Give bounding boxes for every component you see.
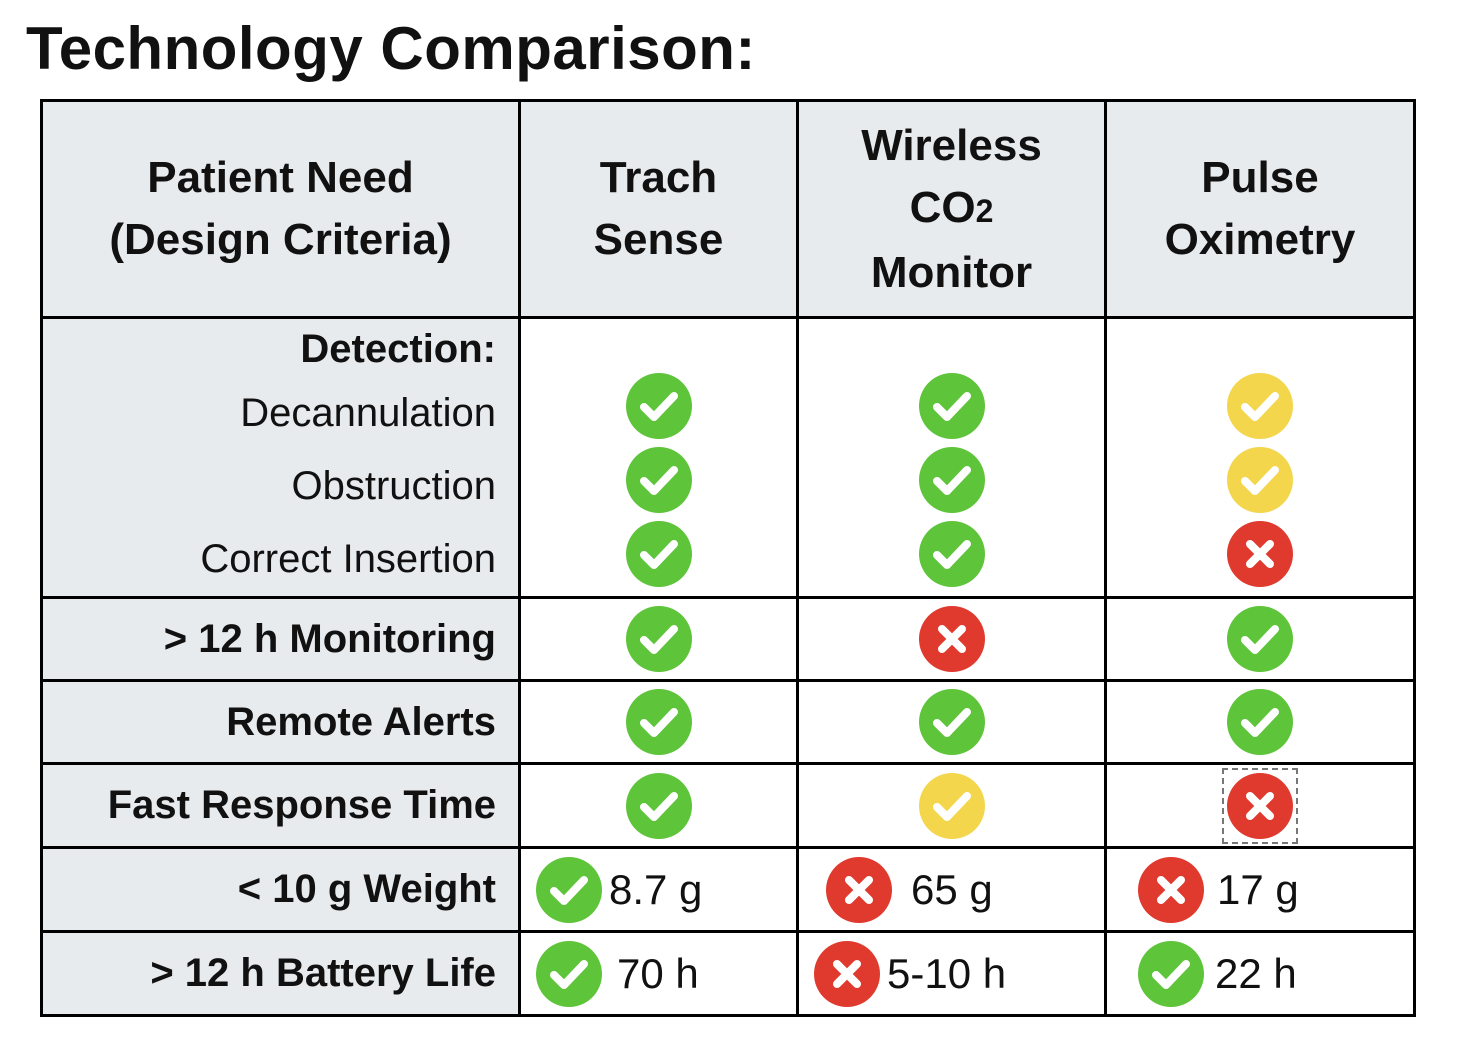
alerts-pulse-cell <box>1104 679 1416 765</box>
header-row: Patient Need (Design Criteria) Trach Sen… <box>40 99 1416 319</box>
check-green-icon <box>625 446 693 514</box>
check-green-icon <box>535 940 603 1008</box>
header-pulse-oximetry: Pulse Oximetry <box>1104 99 1416 319</box>
x-red-icon <box>825 856 893 924</box>
header-trach-line2: Sense <box>593 215 724 264</box>
monitoring-pulse-cell <box>1104 596 1416 682</box>
weight-co2-cell: 65 g <box>796 846 1107 933</box>
check-green-icon <box>918 688 986 756</box>
check-green-icon <box>1137 940 1205 1008</box>
check-green-icon <box>625 520 693 588</box>
weight-co2-value: 65 g <box>911 865 993 913</box>
check-green-icon <box>918 372 986 440</box>
header-criteria-line2: (Design Criteria) <box>109 215 452 264</box>
detection-co2-cell <box>796 316 1107 599</box>
detection-pulse-cell <box>1104 316 1416 599</box>
check-green-icon <box>918 446 986 514</box>
x-red-icon <box>1226 520 1294 588</box>
response-label: Fast Response Time <box>40 762 521 849</box>
battery-label: > 12 h Battery Life <box>40 930 521 1017</box>
header-pulse-line2: Oximetry <box>1164 215 1356 264</box>
response-trach-cell <box>518 762 799 849</box>
comparison-table: Patient Need (Design Criteria) Trach Sen… <box>40 99 1416 1017</box>
alerts-co2-cell <box>796 679 1107 765</box>
response-row: Fast Response Time <box>40 762 1416 849</box>
battery-co2-value: 5-10 h <box>887 949 1007 997</box>
detection-item-correct-insertion: Correct Insertion <box>200 537 496 581</box>
x-red-icon[interactable] <box>1222 767 1298 844</box>
check-yellow-icon <box>1226 446 1294 514</box>
monitoring-trach-cell <box>518 596 799 682</box>
check-green-icon <box>535 856 603 924</box>
weight-row: < 10 g Weight 8.7 g 65 g 17 g <box>40 846 1416 933</box>
header-co2-subscript: 2 <box>975 192 994 229</box>
battery-co2-cell: 5-10 h <box>796 930 1107 1017</box>
check-green-icon <box>625 372 693 440</box>
check-green-icon <box>1226 688 1294 756</box>
battery-row: > 12 h Battery Life 70 h 5-10 h 22 h <box>40 930 1416 1017</box>
detection-row: Detection: Decannulation Obstruction Cor… <box>40 316 1416 599</box>
header-co2-line3: Monitor <box>870 247 1033 297</box>
header-co2-line2: CO2 <box>799 177 1104 242</box>
x-red-icon <box>813 940 881 1008</box>
check-yellow-icon <box>918 772 986 840</box>
response-co2-cell <box>796 762 1107 849</box>
header-pulse-line1: Pulse <box>1201 153 1319 202</box>
weight-pulse-cell: 17 g <box>1104 846 1416 933</box>
check-green-icon <box>625 605 693 673</box>
page-title: Technology Comparison: <box>26 15 756 82</box>
battery-pulse-cell: 22 h <box>1104 930 1416 1017</box>
battery-trach-value: 70 h <box>617 949 699 997</box>
header-trach-line1: Trach <box>599 153 718 202</box>
header-criteria: Patient Need (Design Criteria) <box>40 99 521 319</box>
weight-trach-cell: 8.7 g <box>518 846 799 933</box>
alerts-label: Remote Alerts <box>40 679 521 765</box>
x-red-icon <box>1137 856 1205 924</box>
header-wireless-co2: Wireless CO2 Monitor <box>796 99 1107 319</box>
detection-label-cell: Detection: Decannulation Obstruction Cor… <box>40 316 521 599</box>
alerts-row: Remote Alerts <box>40 679 1416 765</box>
monitoring-co2-cell <box>796 596 1107 682</box>
check-green-icon <box>918 520 986 588</box>
check-green-icon <box>625 688 693 756</box>
header-trach-sense: Trach Sense <box>518 99 799 319</box>
header-co2-line1: Wireless <box>861 120 1042 170</box>
check-yellow-icon <box>1226 372 1294 440</box>
weight-trach-value: 8.7 g <box>609 865 703 913</box>
detection-heading: Detection: <box>300 327 496 371</box>
monitoring-label: > 12 h Monitoring <box>40 596 521 682</box>
detection-item-obstruction: Obstruction <box>291 464 496 508</box>
x-red-icon <box>918 605 986 673</box>
check-green-icon <box>625 772 693 840</box>
weight-label: < 10 g Weight <box>40 846 521 933</box>
weight-pulse-value: 17 g <box>1217 865 1299 913</box>
response-pulse-cell <box>1104 762 1416 849</box>
header-co2-main: CO <box>909 182 976 232</box>
detection-trach-cell <box>518 316 799 599</box>
check-green-icon <box>1226 605 1294 673</box>
alerts-trach-cell <box>518 679 799 765</box>
battery-pulse-value: 22 h <box>1215 949 1297 997</box>
header-criteria-line1: Patient Need <box>147 153 414 202</box>
detection-item-decannulation: Decannulation <box>240 391 496 435</box>
monitoring-row: > 12 h Monitoring <box>40 596 1416 682</box>
battery-trach-cell: 70 h <box>518 930 799 1017</box>
